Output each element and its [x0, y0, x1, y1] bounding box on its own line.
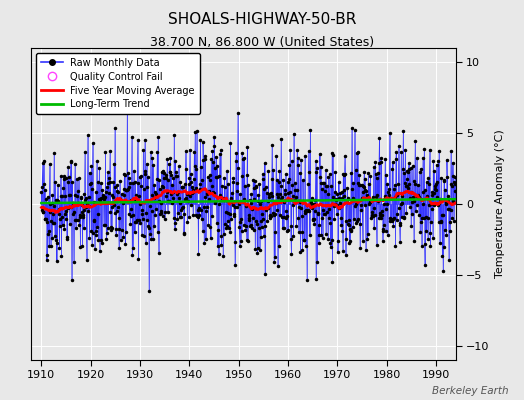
Text: 38.700 N, 86.800 W (United States): 38.700 N, 86.800 W (United States): [150, 36, 374, 49]
Y-axis label: Temperature Anomaly (°C): Temperature Anomaly (°C): [495, 130, 505, 278]
Text: SHOALS-HIGHWAY-50-BR: SHOALS-HIGHWAY-50-BR: [168, 12, 356, 27]
Legend: Raw Monthly Data, Quality Control Fail, Five Year Moving Average, Long-Term Tren: Raw Monthly Data, Quality Control Fail, …: [36, 53, 200, 114]
Text: Berkeley Earth: Berkeley Earth: [432, 386, 508, 396]
